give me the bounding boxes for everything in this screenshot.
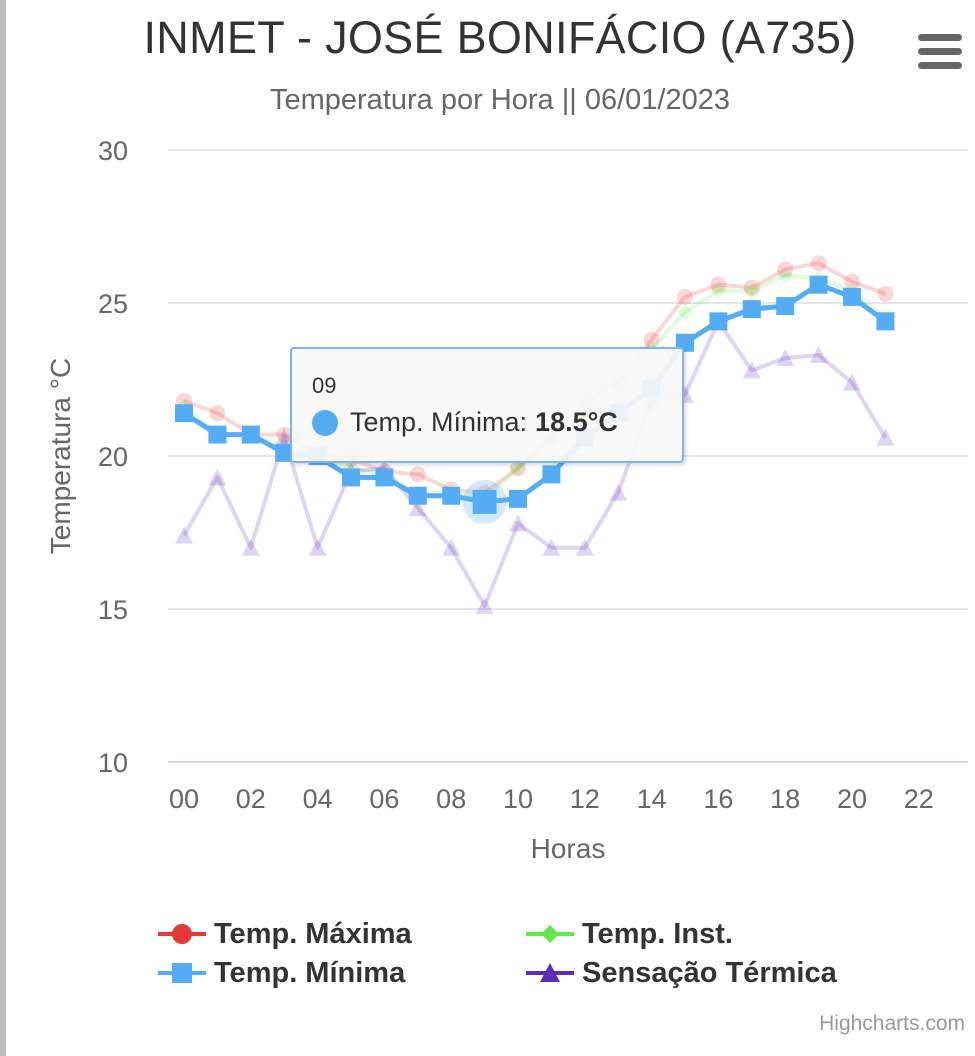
data-point-temp-minima[interactable] [509, 489, 527, 508]
data-point-temp-minima[interactable] [709, 312, 728, 331]
legend-label-temp-maxima: Temp. Máxima [214, 917, 412, 950]
data-point-temp-minima[interactable] [776, 297, 795, 316]
data-point-temp-maxima[interactable] [209, 405, 226, 422]
data-point-sensacao-termica[interactable] [241, 538, 260, 556]
data-point-temp-minima[interactable] [208, 425, 227, 444]
tooltip-body: Temp. Mínima: 18.5°C [312, 407, 618, 438]
data-point-temp-minima[interactable] [542, 465, 561, 484]
y-axis-title: Temperatura °C [45, 358, 76, 554]
tooltip-header: 09 [312, 373, 337, 398]
tooltip-series-dot-icon [312, 409, 338, 436]
y-tick-label: 25 [98, 289, 128, 319]
series-line-sensacao-termica [182, 319, 888, 608]
data-point-temp-minima[interactable] [241, 425, 260, 444]
menu-bar [918, 48, 962, 55]
data-point-temp-inst[interactable] [510, 460, 526, 477]
data-point-sensacao-termica[interactable] [175, 526, 193, 544]
data-point-temp-minima[interactable] [742, 300, 761, 319]
data-point-temp-minima[interactable] [408, 486, 427, 505]
legend: Temp. Máxima Temp. Inst. Temp. Mínima Se… [0, 910, 975, 1000]
data-point-temp-inst[interactable] [677, 304, 693, 321]
x-tick-label: 20 [837, 784, 867, 814]
data-point-temp-maxima[interactable] [777, 261, 794, 278]
legend-item-temp-minima[interactable]: Temp. Mínima [158, 953, 405, 993]
y-tick-label: 10 [98, 748, 128, 778]
data-point-sensacao-termica[interactable] [575, 538, 594, 556]
x-tick-label: 06 [369, 784, 399, 814]
legend-item-temp-inst[interactable]: Temp. Inst. [526, 914, 733, 954]
data-point-temp-inst[interactable] [777, 267, 794, 284]
legend-item-sensacao-termica[interactable]: Sensação Térmica [526, 953, 837, 993]
data-point-sensacao-termica[interactable] [876, 428, 895, 446]
data-point-temp-maxima[interactable] [810, 255, 827, 272]
data-point-sensacao-termica[interactable] [308, 538, 327, 556]
square-marker-icon [158, 963, 206, 983]
triangle-marker-icon [526, 963, 574, 982]
data-point-sensacao-termica[interactable] [742, 361, 761, 379]
x-tick-label: 08 [436, 784, 466, 814]
data-point-sensacao-termica[interactable] [408, 499, 427, 517]
data-point-sensacao-termica[interactable] [275, 428, 294, 446]
chart-plot-area: 10 15 20 25 30 00 02 04 06 08 10 12 14 16 18 20 22 Horas T… [45, 136, 968, 864]
y-tick-label: 15 [98, 595, 128, 625]
data-point-temp-minima[interactable] [442, 486, 461, 505]
data-point-sensacao-termica[interactable] [208, 468, 227, 486]
legend-label-sensacao-termica: Sensação Térmica [582, 956, 837, 989]
data-point-sensacao-termica[interactable] [509, 514, 527, 532]
data-point-sensacao-termica[interactable] [843, 373, 861, 391]
menu-bar [918, 62, 962, 69]
data-point-temp-maxima[interactable] [877, 285, 894, 302]
data-point-sensacao-termica[interactable] [776, 349, 795, 367]
data-point-temp-minima[interactable] [175, 404, 193, 423]
data-point-temp-maxima[interactable] [643, 331, 660, 348]
tooltip-value: 18.5°C [535, 407, 618, 437]
data-point-temp-minima[interactable] [876, 312, 895, 331]
x-tick-label: 16 [703, 784, 733, 814]
x-tick-label: 14 [637, 784, 667, 814]
chart-subtitle: Temperatura por Hora || 06/01/2023 [269, 84, 730, 116]
data-point-temp-maxima[interactable] [276, 426, 293, 443]
data-point-temp-minima[interactable] [375, 468, 394, 487]
x-tick-label: 12 [570, 784, 600, 814]
data-point-temp-maxima[interactable] [409, 466, 426, 483]
legend-item-temp-maxima[interactable]: Temp. Máxima [158, 914, 412, 954]
data-point-temp-maxima[interactable] [844, 273, 860, 290]
data-point-temp-maxima[interactable] [710, 276, 727, 293]
x-tick-label: 02 [236, 784, 266, 814]
data-point-sensacao-termica[interactable] [442, 538, 461, 556]
circle-marker-icon [158, 924, 206, 944]
legend-label-temp-minima: Temp. Mínima [214, 956, 406, 989]
tooltip-series-name: Temp. Mínima: [350, 407, 528, 437]
credits-link[interactable]: Highcharts.com [819, 1012, 965, 1035]
x-tick-label: 18 [770, 784, 800, 814]
x-axis-title: Horas [531, 833, 606, 864]
y-tick-label: 30 [98, 136, 128, 166]
data-point-temp-minima[interactable] [472, 489, 497, 514]
data-point-temp-maxima[interactable] [510, 460, 526, 477]
diamond-marker-icon [526, 925, 574, 943]
data-point-sensacao-termica[interactable] [809, 346, 828, 364]
menu-bar [918, 34, 962, 41]
y-tick-label: 20 [98, 442, 128, 472]
data-point-temp-inst[interactable] [710, 282, 727, 299]
data-point-sensacao-termica[interactable] [609, 483, 628, 501]
x-tick-label: 04 [303, 784, 333, 814]
data-point-temp-minima[interactable] [809, 275, 828, 294]
data-point-temp-maxima[interactable] [743, 279, 760, 296]
chart-title: INMET - JOSÉ BONIFÁCIO (A735) [143, 12, 857, 63]
x-tick-label: 10 [503, 784, 533, 814]
data-point-temp-inst[interactable] [743, 282, 760, 299]
x-tick-label: 00 [169, 784, 199, 814]
data-point-temp-minima[interactable] [275, 443, 294, 462]
data-point-sensacao-termica[interactable] [542, 538, 561, 556]
left-border [0, 0, 6, 1056]
data-point-temp-minima[interactable] [843, 287, 861, 306]
legend-label-temp-inst: Temp. Inst. [582, 917, 733, 950]
data-point-temp-minima[interactable] [342, 468, 360, 487]
tooltip: 09 Temp. Mínima: 18.5°C [290, 347, 684, 463]
x-tick-label: 22 [904, 784, 934, 814]
hamburger-menu-icon[interactable] [910, 28, 970, 76]
data-point-temp-maxima[interactable] [677, 288, 693, 305]
data-point-sensacao-termica[interactable] [475, 596, 494, 614]
